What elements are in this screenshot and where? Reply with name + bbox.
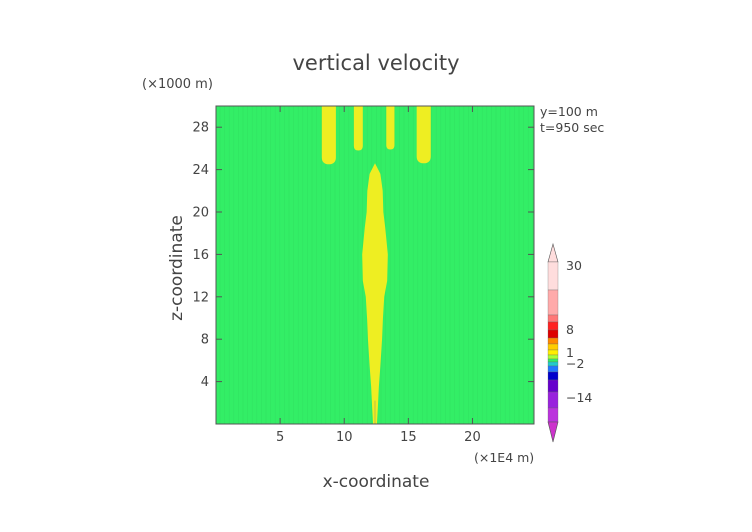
- colorbar-band: [547, 361, 559, 367]
- x-axis-label: x-coordinate: [323, 472, 430, 492]
- colorbar: 30 8 1−2 −14: [547, 242, 592, 443]
- central-plume: [362, 163, 388, 425]
- x-unit-label: (×1E4 m): [474, 450, 534, 465]
- y-axis-label: z-coordinate: [167, 215, 187, 321]
- top-blob: [386, 106, 395, 150]
- annotation-y: y=100 m: [540, 104, 598, 119]
- y-tick-label: 20: [192, 206, 209, 221]
- annotation-t: t=950 sec: [540, 120, 604, 135]
- x-tick-label: 20: [464, 430, 481, 445]
- colorbar-band: [547, 343, 559, 351]
- x-tick-label: 5: [276, 430, 284, 445]
- colorbar-band: [547, 391, 559, 409]
- colorbar-band: [547, 337, 559, 345]
- colorbar-band: [547, 261, 559, 291]
- colorbar-band: [547, 379, 559, 393]
- colorbar-band: [547, 358, 559, 363]
- colorbar-band: [547, 321, 559, 331]
- top-blob: [416, 106, 431, 164]
- top-blob: [321, 106, 336, 165]
- colorbar-top-arrow: [547, 242, 559, 263]
- y-tick-label: 16: [192, 248, 209, 263]
- top-blob: [353, 106, 363, 151]
- y-tick-label: 8: [201, 333, 209, 348]
- colorbar-band: [547, 354, 559, 360]
- plot-area: [215, 105, 535, 425]
- colorbar-band: [547, 329, 559, 339]
- colorbar-band: [547, 289, 559, 316]
- colorbar-band: [547, 407, 559, 423]
- x-tick-label: 15: [400, 430, 417, 445]
- colorbar-bottom-arrow: [547, 421, 559, 443]
- colorbar-label: 30: [566, 258, 582, 273]
- x-axis: 5 10 15 20: [276, 106, 481, 445]
- y-tick-label: 4: [201, 375, 209, 390]
- colorbar-label: 1: [566, 345, 574, 360]
- colorbar-band: [547, 314, 559, 323]
- colorbar-label: 8: [566, 322, 574, 337]
- colorbar-band: [547, 371, 559, 381]
- colorbar-band: [547, 349, 559, 356]
- colorbar-label: −14: [566, 390, 592, 405]
- y-tick-label: 28: [192, 121, 209, 136]
- y-unit-label: (×1000 m): [142, 77, 213, 92]
- colorbar-label: −2: [566, 356, 584, 371]
- x-tick-label: 10: [336, 430, 353, 445]
- y-tick-label: 24: [192, 163, 209, 178]
- y-tick-label: 12: [192, 290, 209, 305]
- colorbar-band: [547, 365, 559, 373]
- chart-title: vertical velocity: [292, 51, 459, 75]
- y-axis: 4 8 12 16 20 24 28: [192, 121, 534, 390]
- plot-frame: [215, 105, 535, 425]
